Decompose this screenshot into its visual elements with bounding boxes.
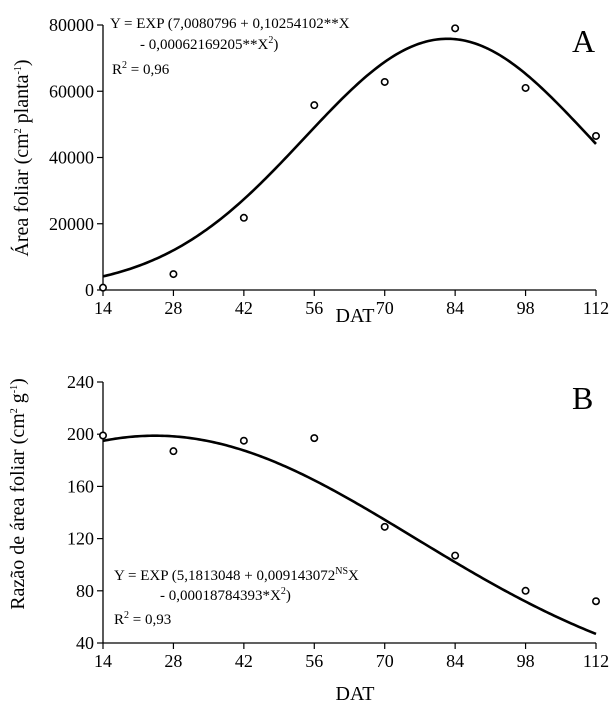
panel-a-y-tick-label: 0 — [85, 280, 94, 300]
panel-a-chart: A Y = EXP (7,0080796 + 0,10254102**X - 0… — [10, 15, 609, 327]
panel-b-equation-line1: Y = EXP (5,1813048 + 0,009143072NSX — [114, 566, 359, 584]
panel-a-data-point — [99, 283, 108, 292]
panel-b-x-tick-label: 42 — [235, 651, 253, 671]
panel-b-letter: B — [572, 380, 593, 416]
panel-b-y-axis-title: Razão de área foliar (cm2 g-1) — [7, 378, 29, 610]
panel-b-data-point — [169, 447, 178, 456]
panel-b-x-tick-label: 112 — [583, 651, 609, 671]
panel-a-letter: A — [572, 23, 595, 59]
panel-a-x-tick-label: 56 — [305, 298, 323, 318]
panel-b-x-tick-label: 28 — [164, 651, 182, 671]
panel-a-y-tick-label: 40000 — [49, 148, 94, 168]
panel-b-x-tick-label: 70 — [376, 651, 394, 671]
panel-b-data-point — [239, 436, 248, 445]
panel-a-x-tick-label: 84 — [446, 298, 464, 318]
panel-b-r-squared: R2 = 0,93 — [114, 610, 171, 628]
panel-b-data-point — [380, 522, 389, 531]
panel-a-data-point — [239, 213, 248, 222]
panel-a-data-point — [451, 24, 460, 33]
panel-b-y-tick-label: 160 — [67, 476, 94, 496]
panel-b-y-tick-label: 200 — [67, 424, 94, 444]
panel-b-y-tick-label: 120 — [67, 529, 94, 549]
panel-b-x-axis-title: DAT — [336, 683, 375, 705]
panel-a-y-axis-title: Área foliar (cm2 planta-1) — [10, 59, 33, 256]
panel-a-equation-line2: - 0,00062169205**X2) — [140, 35, 278, 53]
panel-a-equation-line1: Y = EXP (7,0080796 + 0,10254102**X — [110, 16, 350, 32]
panel-a-y-tick-label: 80000 — [49, 15, 94, 35]
panel-a-fitted-curve — [102, 37, 597, 278]
panel-a-x-tick-label: 14 — [94, 298, 112, 318]
panel-a-data-point — [591, 131, 600, 140]
panel-b-x-tick-label: 14 — [94, 651, 112, 671]
panel-a-x-tick-label: 70 — [376, 298, 394, 318]
panel-b-y-tick-label: 240 — [67, 372, 94, 392]
panel-b-data-point — [99, 431, 108, 440]
panel-b-y-tick-label: 80 — [76, 581, 94, 601]
panel-a-x-tick-label: 28 — [164, 298, 182, 318]
panel-a-data-point — [521, 83, 530, 92]
panel-b-data-point — [521, 586, 530, 595]
panel-a-data-point — [169, 270, 178, 279]
panel-a-data-point — [310, 101, 319, 110]
panel-b-x-tick-label: 98 — [517, 651, 535, 671]
panel-b-data-point — [451, 551, 460, 560]
panel-b-equation-line2: - 0,00018784393*X2) — [160, 586, 291, 604]
panel-a-data-point — [380, 77, 389, 86]
panel-a-x-tick-label: 42 — [235, 298, 253, 318]
panel-b-data-point — [310, 434, 319, 443]
panel-a-r-squared: R2 = 0,96 — [112, 60, 170, 78]
panel-b-chart: B Y = EXP (5,1813048 + 0,009143072NSX - … — [7, 372, 609, 705]
panel-b-data-point — [591, 597, 600, 606]
panel-a-y-tick-label: 20000 — [49, 214, 94, 234]
panel-a-x-tick-label: 98 — [517, 298, 535, 318]
panel-a-y-tick-label: 60000 — [49, 81, 94, 101]
panel-a-x-axis-title: DAT — [336, 305, 375, 327]
panel-b-x-tick-label: 56 — [305, 651, 323, 671]
panel-b-fitted-curve — [102, 434, 597, 636]
panel-a-x-tick-label: 112 — [583, 298, 609, 318]
panel-b-x-tick-label: 84 — [446, 651, 464, 671]
panel-b-y-tick-label: 40 — [76, 633, 94, 653]
